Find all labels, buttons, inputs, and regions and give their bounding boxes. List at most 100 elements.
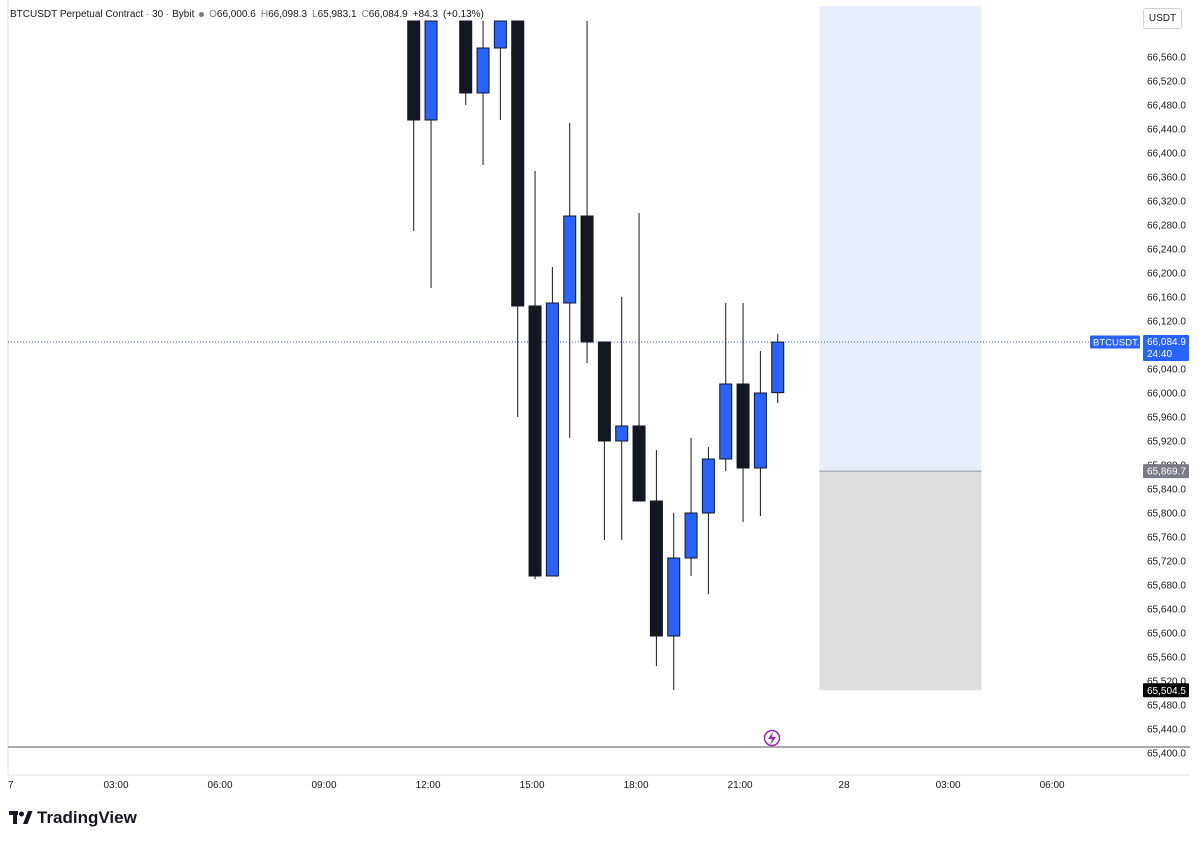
y-tick-label: 65,960.0 — [1147, 413, 1186, 424]
x-tick-label: 7 — [8, 780, 14, 791]
candle-body — [545, 302, 559, 577]
candle-body — [459, 20, 473, 94]
candle — [719, 303, 733, 471]
candle-body — [701, 458, 715, 514]
legend-low-label: L — [312, 9, 318, 20]
candle — [701, 447, 715, 594]
level-tag-box — [1143, 683, 1189, 698]
price-axis[interactable]: 65,400.0 65,440.0 65,480.0 65,520.0 65,560.0… — [1147, 53, 1186, 760]
candle-body — [528, 305, 542, 577]
y-tick-label: 65,640.0 — [1147, 605, 1186, 616]
x-tick-label: 09:00 — [312, 780, 337, 791]
y-tick-label: 66,480.0 — [1147, 101, 1186, 112]
candle-body — [684, 512, 698, 559]
legend-close-label: C — [361, 9, 369, 20]
legend-interval[interactable]: 30 — [152, 9, 164, 20]
level-tag-text: 65,869.7 — [1147, 467, 1186, 478]
candle-body — [632, 425, 646, 502]
tradingview-logo[interactable]: TradingView — [9, 808, 137, 828]
current-price-value: 66,084.9 — [1147, 337, 1186, 348]
legend-open-label: O — [209, 9, 217, 20]
legend-high: 66,098.3 — [268, 9, 308, 20]
stop-price-tag: 65,504.5 — [1143, 683, 1189, 698]
lightning-icon-bolt — [768, 732, 776, 745]
candle — [459, 20, 473, 105]
entry-price-tag: 65,869.7 — [1143, 464, 1189, 479]
candle — [632, 213, 646, 502]
candle-body — [667, 557, 681, 637]
candle-body — [511, 20, 525, 307]
candle-body — [493, 20, 507, 49]
candle — [771, 334, 785, 404]
y-tick-label: 65,720.0 — [1147, 557, 1186, 568]
time-axis[interactable]: 7 03:00 06:00 09:00 12:00 15:00 18:00 21:00 28 03… — [8, 780, 1065, 791]
candle — [736, 303, 750, 522]
price-tags: BTCUSDT.P 66,084.924:40 65,869.7 65,504.5 — [763, 335, 1189, 747]
legend-low: 65,983.1 — [317, 9, 357, 20]
y-tick-label: 65,520.0 — [1147, 677, 1186, 688]
candle-body — [736, 383, 750, 469]
candle — [511, 20, 525, 417]
legend-open: 66,000.6 — [216, 9, 256, 20]
grid-layer — [7, 0, 1190, 776]
y-tick-label: 65,400.0 — [1147, 749, 1186, 760]
legend-close: 66,084.9 — [368, 9, 408, 20]
y-tick-label: 66,280.0 — [1147, 221, 1186, 232]
candle-body — [597, 341, 611, 442]
x-tick-label: 06:00 — [1040, 780, 1065, 791]
y-tick-label: 66,240.0 — [1147, 245, 1186, 256]
candle-body — [771, 341, 785, 394]
x-tick-label: 03:00 — [103, 780, 128, 791]
legend-high-label: H — [260, 9, 269, 20]
candle — [597, 341, 611, 540]
x-tick-label: 12:00 — [416, 780, 441, 791]
y-tick-label: 66,400.0 — [1147, 149, 1186, 160]
y-tick-label: 65,840.0 — [1147, 485, 1186, 496]
y-tick-label: 65,800.0 — [1147, 509, 1186, 520]
symbol-tag-box — [1090, 335, 1140, 349]
symbol-legend: BTCUSDT Perpetual Contract · 30 · Bybit … — [10, 9, 484, 20]
candle — [493, 20, 507, 120]
y-tick-label: 65,920.0 — [1147, 437, 1186, 448]
candle-body — [476, 47, 490, 94]
brand-name: TradingView — [37, 808, 137, 827]
candle-body — [407, 20, 421, 121]
candle — [545, 267, 559, 577]
currency-button[interactable]: USDT — [1143, 8, 1182, 29]
y-tick-label: 66,320.0 — [1147, 197, 1186, 208]
stop-zone — [819, 471, 982, 691]
candle — [684, 438, 698, 576]
level-tag-box — [1143, 464, 1189, 479]
y-tick-label: 65,680.0 — [1147, 581, 1186, 592]
legend-symbol[interactable]: BTCUSDT Perpetual Contract — [10, 9, 144, 20]
candle — [615, 297, 629, 540]
y-tick-label: 66,200.0 — [1147, 269, 1186, 280]
target-zone — [819, 6, 982, 472]
candle-countdown: 24:40 — [1147, 349, 1172, 360]
symbol-tag-text: BTCUSDT.P — [1093, 338, 1146, 349]
candle — [563, 123, 577, 438]
y-tick-label: 66,160.0 — [1147, 293, 1186, 304]
candle — [407, 20, 421, 231]
x-tick-label: 03:00 — [936, 780, 961, 791]
position-tool[interactable] — [819, 6, 982, 691]
candle-body — [580, 215, 594, 343]
y-tick-label: 65,440.0 — [1147, 725, 1186, 736]
y-tick-label: 66,360.0 — [1147, 173, 1186, 184]
candle — [424, 20, 438, 288]
market-status-icon[interactable] — [199, 12, 205, 17]
tradingview-logo-icon — [9, 811, 33, 824]
x-tick-label: 15:00 — [520, 780, 545, 791]
candle-body — [615, 425, 629, 442]
y-tick-label: 66,000.0 — [1147, 389, 1186, 400]
candle-body — [424, 20, 438, 121]
candle — [667, 513, 681, 690]
lightning-icon[interactable] — [763, 729, 781, 747]
candle-body — [563, 215, 577, 304]
candle — [476, 21, 490, 165]
y-tick-label: 65,480.0 — [1147, 701, 1186, 712]
level-tag-text: 65,504.5 — [1147, 686, 1186, 697]
y-tick-label: 65,760.0 — [1147, 533, 1186, 544]
candle-body — [649, 500, 663, 637]
